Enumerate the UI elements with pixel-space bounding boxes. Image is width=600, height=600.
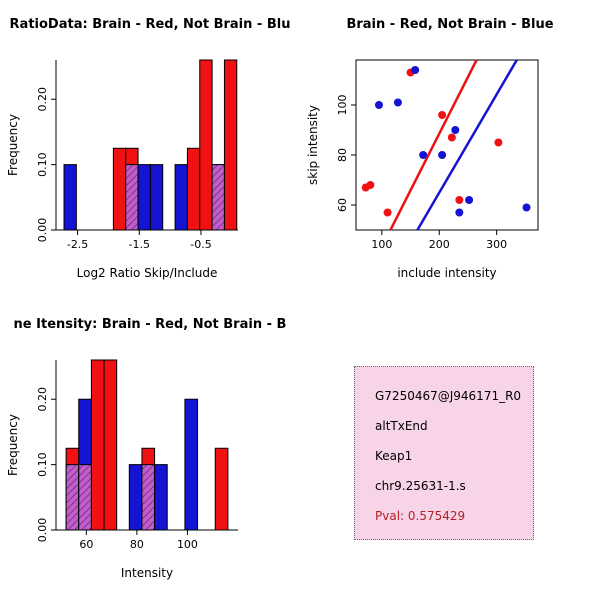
scatter-x-axis-label: include intensity (397, 266, 497, 280)
scatter-title: Brain - Red, Not Brain - Blue (346, 17, 554, 32)
gene-name-text: Keap1 (375, 449, 413, 463)
chromosome-text: chr9.25631-1.s (375, 479, 466, 493)
intensity-y-axis-label: Frequency (6, 414, 20, 476)
svg-text:60: 60 (336, 198, 349, 212)
ratio-histogram-canvas: -2.5 -1.5 -0.5 0.00 0.10 0.20 (36, 59, 238, 251)
panel-scatter: Brain - Red, Not Brain - Blue 100 200 300 6… (300, 0, 600, 300)
svg-text:0.00: 0.00 (36, 518, 49, 543)
intensity-x-axis-label: Intensity (120, 566, 174, 580)
svg-text:0.20: 0.20 (36, 87, 49, 112)
svg-text:60: 60 (79, 538, 93, 551)
event-type-text: altTxEnd (375, 419, 428, 433)
pval-line: Pval: 0.575429 (375, 509, 466, 523)
svg-text:80: 80 (130, 538, 144, 551)
svg-text:-2.5: -2.5 (67, 238, 88, 251)
svg-text:0.20: 0.20 (36, 387, 49, 412)
event-id-text: G7250467@J946171_R0 (375, 389, 522, 403)
panel-info: G7250467@J946171_R0 altTxEnd Keap1 chr9.… (300, 300, 600, 600)
svg-text:100: 100 (371, 238, 392, 251)
ratio-y-axis-label: Frequency (6, 114, 20, 176)
svg-text:-1.5: -1.5 (129, 238, 150, 251)
svg-text:100: 100 (336, 95, 349, 116)
svg-text:-0.5: -0.5 (190, 238, 211, 251)
svg-text:0.00: 0.00 (36, 218, 49, 243)
scatter-y-axis-label: skip intensity (306, 105, 320, 185)
scatter-canvas: 100 200 300 60 80 100 (336, 59, 539, 251)
panel-ratio-histogram: RatioData: Brain - Red, Not Brain - Blu … (0, 0, 300, 300)
panel-intensity-histogram: ne Itensity: Brain - Red, Not Brain - B … (0, 300, 300, 600)
intensity-histogram-title: ne Itensity: Brain - Red, Not Brain - B (13, 317, 287, 332)
intensity-histogram-canvas: 60 80 100 0.00 0.10 0.20 (36, 359, 238, 551)
svg-text:200: 200 (429, 238, 450, 251)
svg-text:300: 300 (486, 238, 507, 251)
svg-text:0.10: 0.10 (36, 152, 49, 177)
svg-text:80: 80 (336, 148, 349, 162)
ratio-histogram-title: RatioData: Brain - Red, Not Brain - Blu (9, 17, 291, 32)
svg-text:0.10: 0.10 (36, 452, 49, 477)
svg-text:100: 100 (177, 538, 198, 551)
ratio-x-axis-label: Log2 Ratio Skip/Include (76, 266, 218, 280)
info-box: G7250467@J946171_R0 altTxEnd Keap1 chr9.… (354, 366, 534, 540)
